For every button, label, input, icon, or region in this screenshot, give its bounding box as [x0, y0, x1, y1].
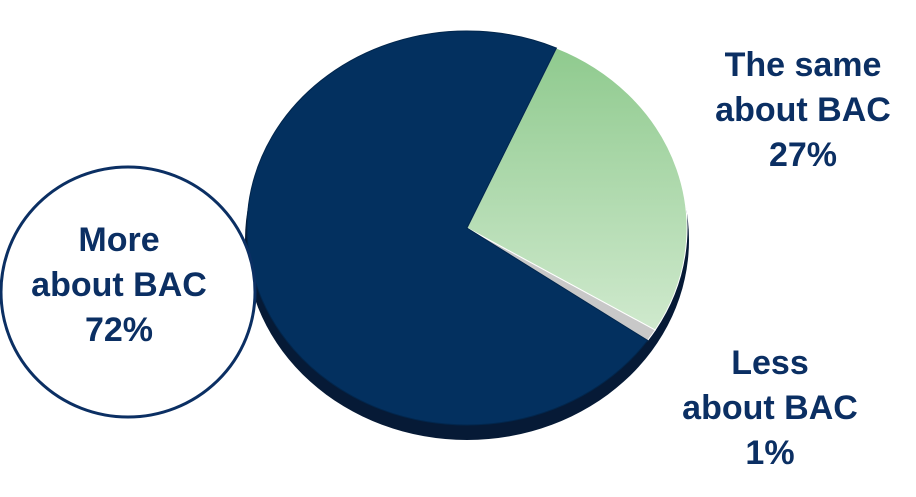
- pie-slice-the-same-about-bac: [466, 47, 688, 331]
- slice-label-line: 27%: [768, 136, 838, 174]
- slice-label-less: Less about BAC 1%: [652, 341, 888, 476]
- slice-label-line: The same: [724, 46, 882, 84]
- slice-label-line: More: [78, 221, 160, 259]
- slice-label-line: Less: [731, 344, 809, 382]
- slice-label-line: 72%: [84, 311, 154, 349]
- slice-label-same: The same about BAC 27%: [690, 43, 916, 178]
- slice-label-line: about BAC: [715, 91, 891, 129]
- slice-label-more: More about BAC 72%: [0, 218, 238, 353]
- slice-label-line: about BAC: [682, 389, 858, 427]
- slice-label-line: about BAC: [31, 266, 207, 304]
- slice-label-line: 1%: [745, 434, 795, 472]
